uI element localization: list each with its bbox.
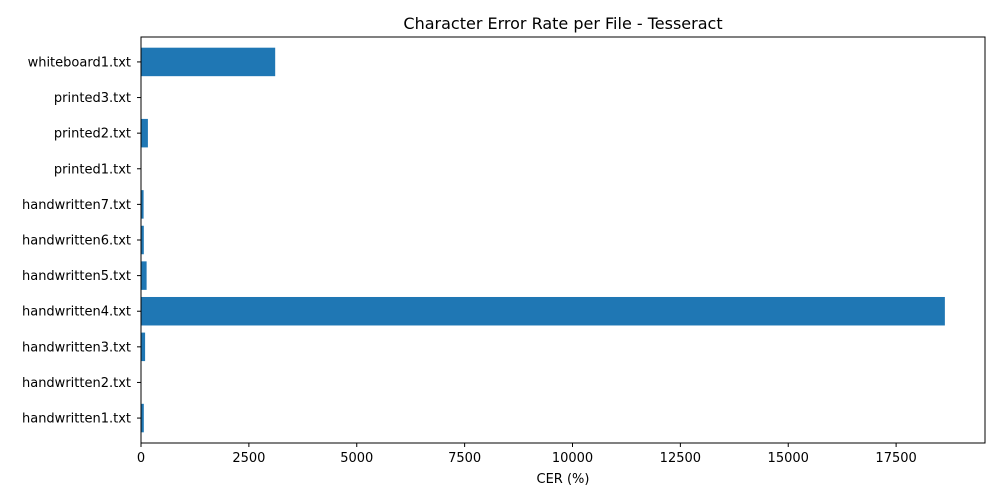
plot-frame	[141, 37, 985, 443]
y-tick-label: printed1.txt	[54, 162, 131, 177]
x-tick-label: 17500	[875, 451, 916, 466]
x-tick-label: 10000	[552, 451, 593, 466]
x-tick-label: 2500	[232, 451, 265, 466]
y-axis-ticks: handwritten1.txt handwritten2.txt handwrit…	[22, 55, 141, 426]
y-tick-label: handwritten1.txt	[22, 412, 131, 427]
bar-handwritten5	[141, 261, 147, 289]
y-tick-label: printed2.txt	[54, 127, 131, 142]
x-axis-ticks: 0 2500 5000 7500 10000 12500 15000 17500	[137, 443, 917, 466]
y-tick-label: handwritten3.txt	[22, 340, 131, 355]
y-tick-label: printed3.txt	[54, 91, 131, 106]
chart-title: Character Error Rate per File - Tesserac…	[403, 14, 722, 33]
x-tick-label: 12500	[660, 451, 701, 466]
bars-layer	[141, 48, 945, 433]
x-tick-label: 5000	[340, 451, 373, 466]
y-tick-label: handwritten2.txt	[22, 376, 131, 391]
y-tick-label: whiteboard1.txt	[28, 55, 131, 70]
y-tick-label: handwritten7.txt	[22, 198, 131, 213]
y-tick-label: handwritten5.txt	[22, 269, 131, 284]
x-tick-label: 15000	[768, 451, 809, 466]
bar-printed2	[141, 119, 148, 147]
y-tick-label: handwritten4.txt	[22, 305, 131, 320]
y-tick-label: handwritten6.txt	[22, 234, 131, 249]
bar-handwritten4	[141, 297, 945, 325]
x-tick-label: 7500	[448, 451, 481, 466]
bar-whiteboard1	[141, 48, 275, 76]
bar-handwritten3	[141, 333, 145, 361]
x-tick-label: 0	[137, 451, 145, 466]
x-axis-label: CER (%)	[537, 472, 590, 487]
